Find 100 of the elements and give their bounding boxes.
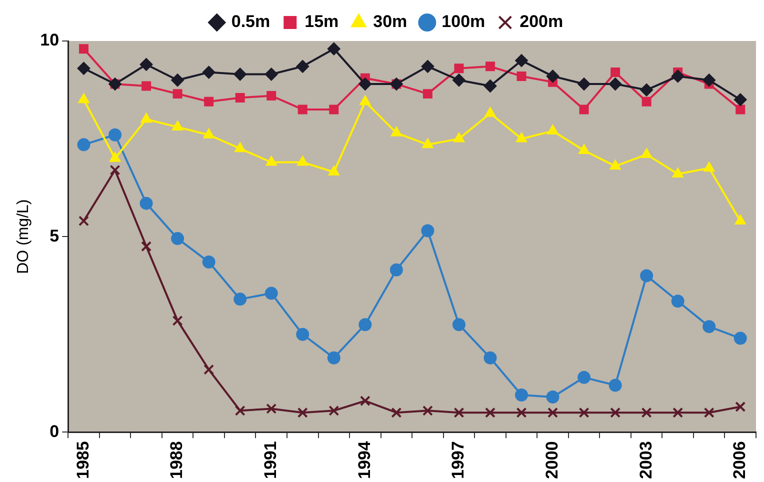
point bbox=[736, 104, 746, 114]
point bbox=[516, 71, 526, 81]
point bbox=[640, 148, 652, 158]
point bbox=[454, 64, 464, 74]
y-tick-label: 0 bbox=[50, 422, 60, 441]
x-tick-label: 2003 bbox=[636, 441, 656, 480]
point bbox=[608, 78, 622, 91]
point bbox=[484, 79, 497, 92]
point bbox=[203, 128, 215, 138]
point bbox=[358, 78, 372, 91]
point bbox=[610, 160, 621, 170]
point bbox=[608, 378, 622, 392]
point bbox=[610, 68, 620, 78]
point bbox=[514, 54, 528, 68]
point bbox=[452, 74, 466, 87]
point bbox=[640, 269, 654, 282]
point bbox=[234, 68, 247, 81]
point bbox=[390, 263, 403, 276]
point bbox=[390, 126, 402, 136]
legend-label: 30m bbox=[373, 12, 408, 32]
point bbox=[297, 407, 308, 418]
point bbox=[421, 224, 434, 238]
point bbox=[548, 407, 558, 418]
point bbox=[202, 256, 216, 269]
point bbox=[329, 104, 339, 114]
point bbox=[296, 328, 310, 341]
legend-label: 0.5m bbox=[231, 12, 270, 32]
y-tick-label: 5 bbox=[50, 226, 60, 246]
point bbox=[453, 132, 465, 142]
point bbox=[484, 106, 496, 117]
point bbox=[391, 407, 402, 418]
point bbox=[234, 142, 246, 152]
x-tick-label: 1988 bbox=[167, 441, 186, 480]
point bbox=[140, 196, 153, 210]
x-tick-label: 1991 bbox=[261, 441, 280, 480]
point bbox=[172, 89, 182, 99]
point bbox=[422, 89, 432, 99]
x-tick-label: 1985 bbox=[73, 441, 92, 480]
y-tick-label: 10 bbox=[40, 30, 60, 50]
point bbox=[704, 407, 714, 418]
point bbox=[735, 402, 746, 412]
point bbox=[78, 93, 90, 104]
point bbox=[485, 62, 495, 72]
point bbox=[421, 60, 434, 73]
point bbox=[358, 318, 372, 332]
point bbox=[547, 124, 558, 134]
point bbox=[703, 162, 715, 172]
point bbox=[734, 332, 747, 345]
point bbox=[484, 351, 497, 364]
point bbox=[579, 104, 589, 114]
point bbox=[328, 405, 340, 416]
point bbox=[360, 396, 370, 406]
point bbox=[734, 93, 747, 106]
point bbox=[514, 388, 528, 402]
point bbox=[171, 232, 184, 246]
point bbox=[296, 60, 310, 73]
point bbox=[641, 407, 652, 418]
x-tick-label: 1997 bbox=[448, 441, 468, 480]
point bbox=[327, 42, 340, 56]
point bbox=[452, 318, 466, 332]
point bbox=[702, 320, 716, 334]
point bbox=[422, 405, 433, 416]
point bbox=[141, 241, 152, 252]
point bbox=[266, 156, 278, 166]
y-axis-title: DO (mg/L) bbox=[15, 199, 32, 274]
x-tick-label: 2000 bbox=[542, 441, 562, 480]
point bbox=[140, 112, 152, 123]
point bbox=[328, 166, 340, 176]
point bbox=[359, 95, 371, 106]
point bbox=[78, 216, 89, 226]
point bbox=[642, 96, 652, 106]
point bbox=[108, 128, 122, 142]
point bbox=[172, 120, 184, 131]
point bbox=[422, 138, 434, 148]
point bbox=[327, 351, 340, 364]
point bbox=[671, 294, 684, 308]
point bbox=[264, 68, 278, 81]
point bbox=[610, 407, 621, 418]
legend-label: 15m bbox=[304, 12, 339, 32]
point bbox=[734, 214, 746, 224]
point bbox=[235, 92, 245, 102]
point bbox=[264, 286, 278, 300]
point bbox=[266, 403, 277, 414]
point bbox=[484, 407, 496, 418]
point bbox=[171, 74, 184, 87]
point bbox=[672, 407, 684, 418]
point bbox=[109, 152, 121, 162]
point bbox=[204, 96, 214, 106]
point bbox=[234, 405, 246, 416]
point bbox=[234, 292, 247, 306]
point bbox=[546, 70, 560, 83]
point bbox=[454, 407, 464, 418]
point bbox=[546, 390, 560, 404]
legend-label: 100m bbox=[442, 12, 486, 32]
point bbox=[578, 407, 590, 418]
x-tick-label: 1994 bbox=[354, 440, 374, 480]
point bbox=[77, 138, 90, 152]
point bbox=[516, 407, 527, 418]
point bbox=[142, 81, 152, 91]
point bbox=[77, 62, 90, 75]
